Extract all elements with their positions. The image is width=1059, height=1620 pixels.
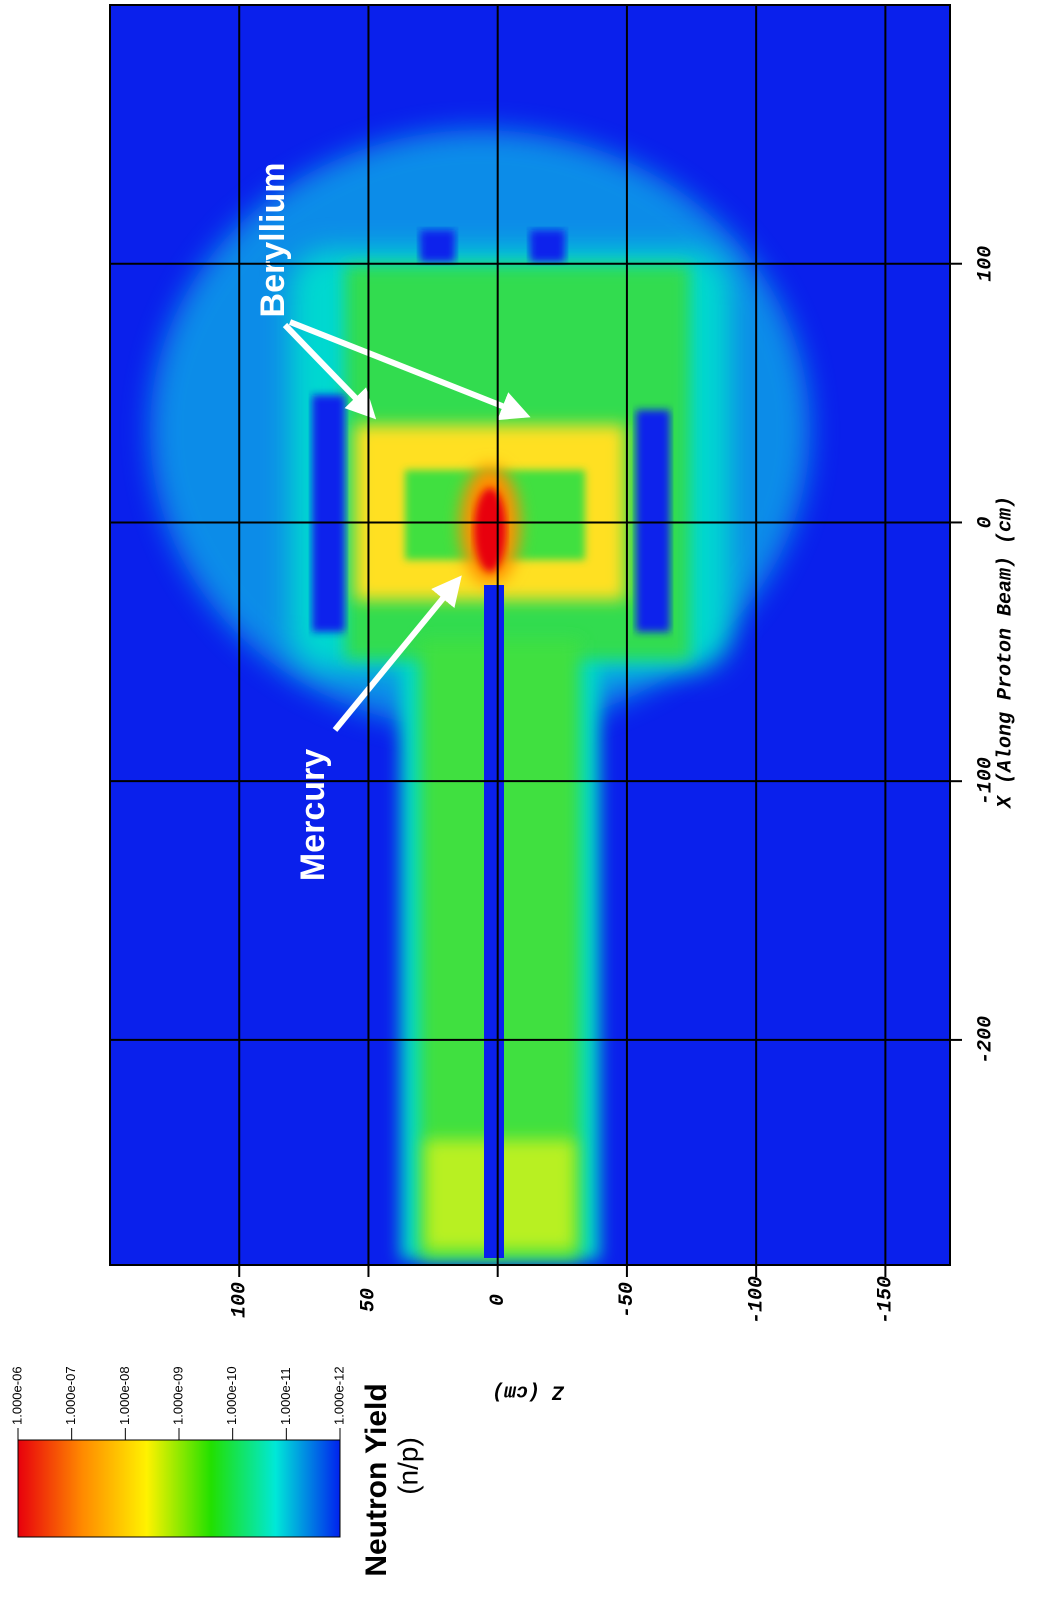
colorbar-tick-label: 1.000e-10 <box>224 1366 239 1425</box>
x-axis-title: X (Along Proton Beam) (cm) <box>994 496 1017 810</box>
y-axis-title: Z (cm) <box>492 1380 565 1403</box>
y-tick-label: -50 <box>616 1282 639 1318</box>
y-tick-label: -150 <box>875 1276 898 1324</box>
colorbar-tick-label: 1.000e-12 <box>331 1366 346 1425</box>
colorbar-unit: (n/p) <box>392 1437 423 1495</box>
heatmap-field <box>110 5 950 1265</box>
y-tick-label: 50 <box>358 1288 381 1312</box>
colorbar-title: Neutron Yield <box>360 1383 393 1576</box>
x-tick-label: -100 <box>974 757 997 805</box>
colorbar <box>18 1440 340 1537</box>
y-tick-label: -100 <box>745 1276 768 1324</box>
colorbar-tick-label: 1.000e-09 <box>170 1366 185 1425</box>
x-tick-label: -200 <box>974 1016 997 1064</box>
chart: Beryllium Mercury X (Along Proton Beam) … <box>0 0 1059 1620</box>
x-tick-label: 100 <box>974 246 997 282</box>
colorbar-tick-label: 1.000e-11 <box>278 1367 293 1425</box>
colorbar-tick-label: 1.000e-08 <box>117 1366 132 1425</box>
y-tick-label: 0 <box>487 1294 510 1306</box>
annotation: Mercury <box>294 749 332 881</box>
colorbar-tick-label: 1.000e-07 <box>63 1366 78 1425</box>
annotation: Beryllium <box>254 163 292 318</box>
y-tick-label: 100 <box>229 1282 252 1318</box>
x-tick-label: 0 <box>974 516 997 528</box>
colorbar-tick-label: 1.000e-06 <box>9 1366 24 1425</box>
